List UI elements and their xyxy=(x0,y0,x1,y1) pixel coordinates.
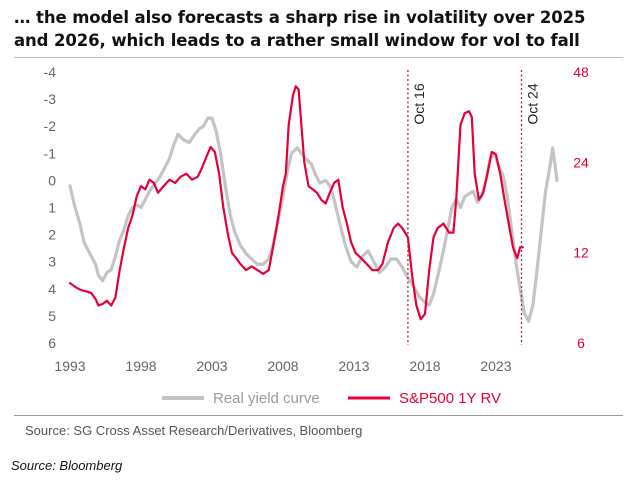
left-axis-tick: 3 xyxy=(48,254,56,270)
x-axis-tick: 2018 xyxy=(409,358,440,374)
right-axis-tick: 24 xyxy=(573,154,589,170)
left-axis-tick: -3 xyxy=(44,91,57,107)
footnote: Source: SG Cross Asset Research/Derivati… xyxy=(25,423,363,438)
left-axis-tick: 4 xyxy=(48,281,56,297)
legend-label-sp500: S&P500 1Y RV xyxy=(399,390,501,407)
x-axis-tick: 2013 xyxy=(338,358,369,374)
left-axis-tick: -2 xyxy=(44,118,57,134)
x-axis-tick: 1998 xyxy=(125,358,156,374)
left-axis-tick: 1 xyxy=(48,200,56,216)
right-axis-tick: 48 xyxy=(573,64,589,80)
left-axis-tick: -4 xyxy=(44,64,57,80)
left-axis-tick: 2 xyxy=(48,227,56,243)
right-axis-tick: 6 xyxy=(577,335,585,351)
x-axis-tick: 2003 xyxy=(196,358,227,374)
footnote-divider xyxy=(14,415,623,416)
legend-label-real-yield: Real yield curve xyxy=(213,390,320,407)
annotation-label: Oct 16 xyxy=(411,83,427,124)
left-axis-tick: -1 xyxy=(44,145,57,161)
left-axis-tick: 0 xyxy=(48,172,56,188)
x-axis-tick: 2008 xyxy=(267,358,298,374)
x-axis-tick: 1993 xyxy=(54,358,85,374)
right-axis-tick: 12 xyxy=(573,245,589,261)
x-axis-tick: 2023 xyxy=(480,358,511,374)
sp500-rv-line xyxy=(68,85,524,321)
source-label: Source: Bloomberg xyxy=(11,458,123,473)
left-axis-tick: 6 xyxy=(48,335,56,351)
title-line-2: and 2026, which leads to a rather small … xyxy=(14,31,580,50)
chart-title: … the model also forecasts a sharp rise … xyxy=(14,6,634,52)
title-divider xyxy=(14,57,623,58)
left-axis-tick: 5 xyxy=(48,308,56,324)
annotation-label: Oct 24 xyxy=(525,83,541,124)
title-line-1: … the model also forecasts a sharp rise … xyxy=(14,8,586,27)
real-yield-curve-line xyxy=(68,116,559,323)
